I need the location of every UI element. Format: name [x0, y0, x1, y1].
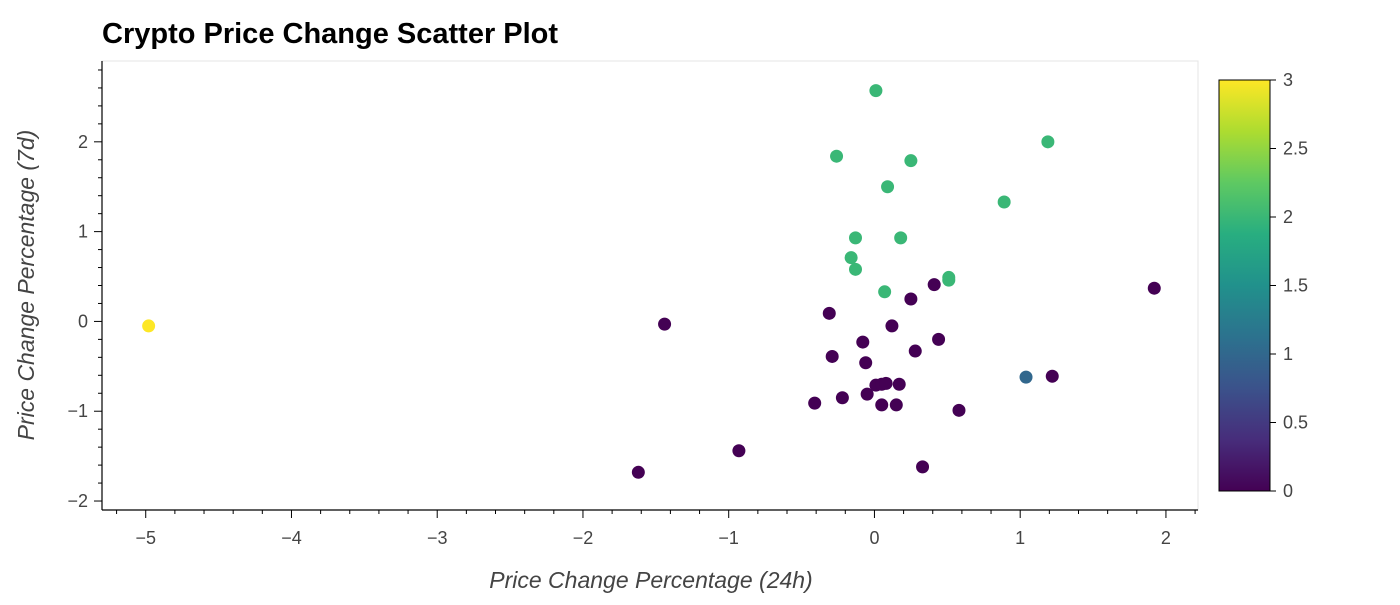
- data-point: [825, 349, 839, 363]
- x-tick-label: 1: [1015, 528, 1025, 548]
- data-point: [1147, 281, 1161, 295]
- data-point: [881, 180, 895, 194]
- data-point: [1041, 135, 1055, 149]
- colorbar-gradient: [1218, 79, 1271, 492]
- y-tick-label: −2: [67, 491, 88, 511]
- data-point: [822, 306, 836, 320]
- y-ticks: −2 −1 0 1 2: [67, 69, 102, 511]
- y-axis-title: Price Change Percentage (7d): [13, 130, 39, 441]
- colorbar-tick-label: 2.5: [1283, 139, 1308, 159]
- colorbar-tick-label: 2: [1283, 207, 1293, 227]
- data-point: [904, 154, 918, 168]
- x-tick-label: −2: [573, 528, 594, 548]
- x-tick-label: 2: [1161, 528, 1171, 548]
- data-point: [932, 332, 946, 346]
- data-point: [885, 319, 899, 333]
- data-point: [892, 377, 906, 391]
- data-point: [875, 398, 889, 412]
- y-tick-label: 0: [78, 311, 88, 331]
- data-point: [942, 273, 956, 287]
- chart-title: Crypto Price Change Scatter Plot: [102, 18, 558, 50]
- data-point: [916, 460, 930, 474]
- x-tick-label: −1: [718, 528, 739, 548]
- x-tick-label: 0: [869, 528, 879, 548]
- data-point: [856, 335, 870, 349]
- colorbar-tick-label: 0.5: [1283, 413, 1308, 433]
- data-point: [904, 292, 918, 306]
- x-ticks: −5 −4 −3 −2 −1 0 1 2: [116, 510, 1196, 548]
- x-tick-label: −3: [427, 528, 448, 548]
- data-point: [631, 465, 645, 479]
- data-point: [849, 231, 862, 245]
- data-point: [878, 285, 892, 299]
- colorbar-tick-label: 0: [1283, 481, 1293, 501]
- colorbar-tick-label: 1.5: [1283, 276, 1308, 296]
- data-point: [859, 356, 873, 370]
- colorbar-tick-label: 1: [1283, 344, 1293, 364]
- data-point: [830, 149, 844, 163]
- x-axis-title: Price Change Percentage (24h): [489, 567, 812, 593]
- data-point: [844, 251, 858, 265]
- data-point: [1019, 370, 1033, 384]
- data-point: [894, 231, 908, 245]
- data-point: [927, 278, 941, 292]
- data-point: [1045, 369, 1059, 383]
- y-tick-label: 1: [78, 222, 88, 242]
- y-tick-label: −1: [67, 401, 88, 421]
- colorbar-ticks: 0 0.5 1 1.5 2 2.5 3: [1270, 70, 1308, 501]
- data-point: [849, 262, 862, 276]
- data-point: [142, 319, 156, 333]
- data-point: [835, 391, 849, 405]
- data-point: [952, 403, 966, 417]
- data-point: [808, 396, 822, 410]
- x-tick-label: −4: [281, 528, 302, 548]
- data-point: [658, 317, 672, 331]
- data-point: [889, 398, 903, 412]
- y-tick-label: 2: [78, 132, 88, 152]
- data-point: [879, 376, 893, 390]
- data-point: [869, 84, 883, 98]
- data-point: [732, 444, 746, 458]
- points-layer: [142, 84, 1161, 479]
- data-point: [997, 195, 1011, 209]
- x-tick-label: −5: [135, 528, 156, 548]
- plot-area: [101, 60, 1199, 511]
- colorbar-tick-label: 3: [1283, 70, 1293, 90]
- colorbar: 0 0.5 1 1.5 2 2.5 3: [1218, 70, 1308, 501]
- data-point: [908, 344, 922, 358]
- data-point: [860, 387, 874, 401]
